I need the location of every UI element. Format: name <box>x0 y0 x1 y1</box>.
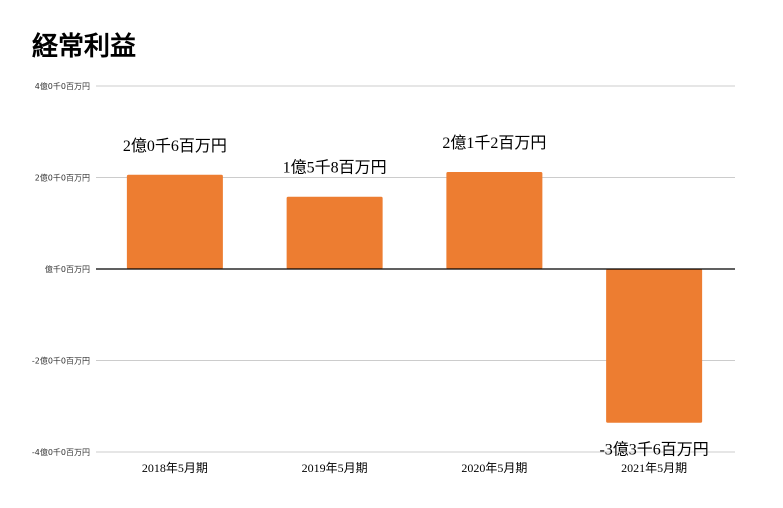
bars <box>126 172 703 423</box>
data-label: -3億3千6百万円 <box>599 441 708 459</box>
x-category-label: 2021年5月期 <box>621 461 687 475</box>
bar-2 <box>286 196 383 269</box>
bar-4 <box>606 269 703 423</box>
data-label: 1億5千8百万円 <box>283 159 387 177</box>
y-tick-label: 2億0千0百万円 <box>35 173 90 183</box>
x-category-label: 2018年5月期 <box>142 461 208 475</box>
data-labels: 2億0千6百万円 1億5千8百万円 2億1千2百万円 -3億3千6百万円 <box>123 134 709 459</box>
bar-1 <box>126 174 223 269</box>
data-label: 2億1千2百万円 <box>442 134 546 152</box>
x-category-label: 2020年5月期 <box>461 461 527 475</box>
y-tick-label: -4億0千0百万円 <box>32 447 90 457</box>
bar-3 <box>446 172 543 269</box>
y-tick-label: 億千0百万円 <box>45 264 90 274</box>
data-label: 2億0千6百万円 <box>123 137 227 155</box>
y-tick-label: -2億0千0百万円 <box>32 356 90 366</box>
y-tick-label: 4億0千0百万円 <box>35 81 90 91</box>
chart-title: 経常利益 <box>32 32 137 62</box>
x-axis-category-labels: 2018年5月期 2019年5月期 2020年5月期 2021年5月期 <box>142 461 687 475</box>
x-category-label: 2019年5月期 <box>302 461 368 475</box>
